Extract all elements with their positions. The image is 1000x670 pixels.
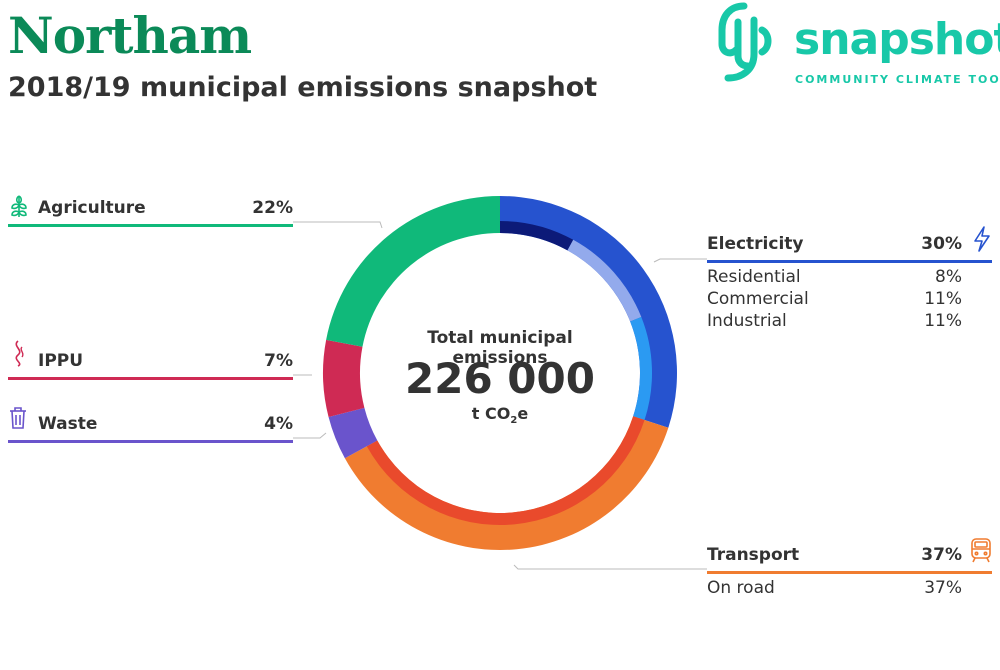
electricity-sub-residential: Residential 8% [707,267,962,289]
subslice-industrial [630,317,653,420]
waste-leader-line [293,432,327,439]
sub-label: Residential [707,267,801,287]
legend-electricity: Electricity 30% [707,226,992,264]
electricity-pct: 30% [921,234,962,254]
transport-sub-on-road: On road 37% [707,578,962,600]
logo-tagline: COMMUNITY CLIMATE TOOL [795,73,1000,86]
sub-label: Commercial [707,289,809,309]
sub-pct: 8% [935,267,962,287]
subslice-commercial [567,239,642,322]
legend-agriculture: Agriculture 22% [8,195,293,228]
legend-ippu: IPPU 7% [8,340,293,381]
agriculture-pct: 22% [252,198,293,218]
waste-rule [8,440,293,443]
electricity-label: Electricity [707,234,804,254]
subslice-on-road [366,416,645,526]
page-subtitle: 2018/19 municipal emissions snapshot [8,72,598,103]
center-total-value: 226 000 [405,354,595,403]
wheat-icon [8,192,30,222]
snapshot-logo-icon [718,2,772,82]
electricity-leader-line [653,258,707,263]
trash-icon [8,406,28,434]
sub-pct: 11% [924,311,962,331]
sub-label: Industrial [707,311,787,331]
slice-agriculture [326,196,500,347]
sub-label: On road [707,578,775,598]
leader-lines [293,221,707,570]
center-label: Total municipal emissions [427,328,573,368]
slice-waste [328,407,378,459]
legend-transport: Transport 37% [707,538,992,575]
legend-waste: Waste 4% [8,407,293,444]
slice-electricity [500,196,677,428]
agriculture-rule [8,224,293,227]
transport-leader-line [513,564,707,570]
electricity-rule [707,260,992,263]
sub-pct: 11% [924,289,962,309]
subslice-residential [500,221,574,251]
logo-wordmark: snapshot [794,14,1000,65]
agriculture-leader-line [293,221,383,229]
ippu-label: IPPU [38,351,84,371]
sub-pct: 37% [924,578,962,598]
electricity-sub-commercial: Commercial 11% [707,289,962,311]
waste-pct: 4% [264,414,293,434]
center-unit: t CO2e [471,404,529,427]
slice-ippu [323,339,365,418]
train-icon [970,537,992,567]
electricity-sub-industrial: Industrial 11% [707,311,962,333]
snapshot-logo: snapshot COMMUNITY CLIMATE TOOL [712,0,1000,90]
smoke-icon [10,339,26,371]
donut-slices [323,196,677,550]
ippu-pct: 7% [264,351,293,371]
transport-rule [707,571,992,574]
transport-pct: 37% [921,545,962,565]
transport-label: Transport [707,545,800,565]
ippu-rule [8,377,293,380]
waste-label: Waste [38,414,98,434]
page-title: Northam [8,6,252,65]
slice-transport [344,416,669,550]
agriculture-label: Agriculture [38,198,146,218]
lightning-icon [972,226,992,256]
